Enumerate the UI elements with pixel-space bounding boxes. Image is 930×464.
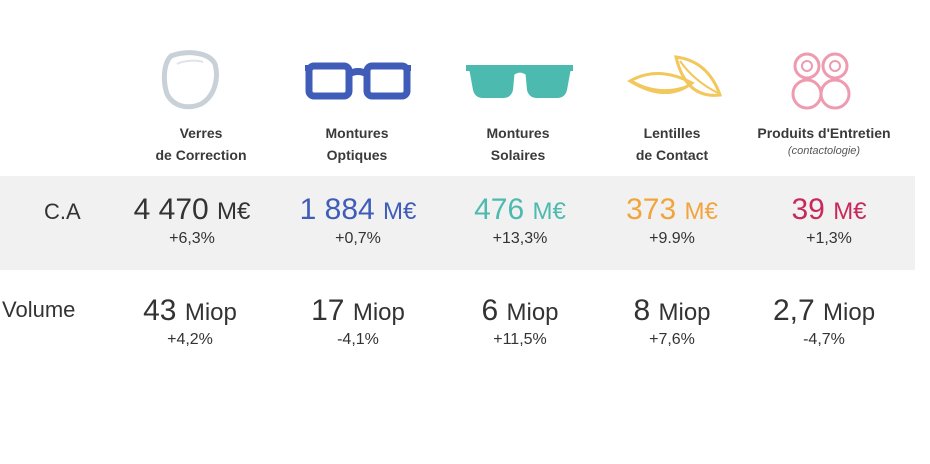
category-label-produits: Produits d'Entretien (contactologie) — [749, 122, 899, 158]
volume-cell-montures-optiques: 17 Miop -4,1% — [283, 294, 433, 350]
volume-change: +4,2% — [167, 331, 213, 348]
ca-change: +9.9% — [649, 230, 695, 247]
category-label-line1: Montures — [325, 125, 389, 141]
volume-unit: Miop — [658, 299, 711, 326]
volume-unit: Miop — [823, 299, 876, 326]
volume-value: 2,7 Miop — [749, 294, 899, 330]
volume-value-number: 2,7 — [772, 294, 815, 327]
ca-change: +0,7% — [335, 230, 381, 247]
ca-unit: M€ — [684, 198, 718, 225]
ca-value-number: 39 — [791, 193, 825, 226]
ca-unit: M€ — [532, 198, 566, 225]
ca-value: 1 884 M€ — [283, 193, 433, 229]
row-label-ca: C.A — [44, 199, 81, 224]
category-label-line2: Optiques — [326, 147, 388, 163]
ca-cell-produits: 39 M€ +1,3% — [754, 193, 904, 249]
ca-value-number: 476 — [474, 193, 525, 226]
volume-change: -4,1% — [337, 331, 379, 348]
ca-row-band — [0, 176, 915, 270]
volume-value-number: 17 — [311, 294, 345, 327]
volume-unit: Miop — [506, 299, 559, 326]
category-label-line1: Montures — [486, 125, 550, 141]
category-label-verres: Verres de Correction — [126, 122, 276, 166]
ca-unit: M€ — [217, 198, 251, 225]
ca-change: +1,3% — [806, 230, 852, 247]
ca-cell-montures-optiques: 1 884 M€ +0,7% — [283, 193, 433, 249]
volume-cell-verres: 43 Miop +4,2% — [115, 294, 265, 350]
category-sublabel: (contactologie) — [787, 145, 861, 157]
ca-cell-montures-solaires: 476 M€ +13,3% — [445, 193, 595, 249]
ca-value-number: 373 — [626, 193, 677, 226]
ca-unit: M€ — [383, 198, 417, 225]
ca-change: +13,3% — [492, 230, 548, 247]
volume-value-number: 6 — [481, 294, 499, 327]
category-label-lentilles: Lentilles de Contact — [597, 122, 747, 166]
ca-value-number: 4 470 — [133, 193, 209, 226]
lens-case-icon — [764, 48, 884, 114]
category-label-line1: Verres — [179, 125, 223, 141]
ca-value: 476 M€ — [445, 193, 595, 229]
category-label-line2: de Contact — [635, 147, 709, 163]
ca-value-number: 1 884 — [299, 193, 375, 226]
volume-value: 6 Miop — [445, 294, 595, 330]
volume-value-number: 43 — [143, 294, 177, 327]
category-label-line2: Solaires — [490, 147, 546, 163]
eyeglasses-icon — [298, 48, 418, 114]
ca-value: 373 M€ — [597, 193, 747, 229]
ca-unit: M€ — [833, 198, 867, 225]
row-label-volume: Volume — [2, 297, 76, 322]
volume-unit: Miop — [352, 299, 405, 326]
volume-cell-produits: 2,7 Miop -4,7% — [749, 294, 899, 350]
category-label-montures-solaires: Montures Solaires — [443, 122, 593, 166]
volume-change: +11,5% — [493, 331, 547, 348]
volume-cell-lentilles: 8 Miop +7,6% — [597, 294, 747, 350]
volume-value: 43 Miop — [115, 294, 265, 330]
volume-change: -4,7% — [803, 331, 845, 348]
volume-unit: Miop — [184, 299, 237, 326]
volume-change: +7,6% — [649, 331, 695, 348]
sunglasses-icon — [460, 48, 580, 114]
volume-value: 17 Miop — [283, 294, 433, 330]
category-label-line1: Produits d'Entretien — [757, 125, 891, 141]
round-lens-icon — [132, 48, 252, 114]
volume-value-number: 8 — [633, 294, 651, 327]
category-label-line2: de Correction — [155, 147, 247, 163]
ca-value: 4 470 M€ — [117, 193, 267, 229]
ca-change: +6,3% — [169, 230, 215, 247]
ca-cell-verres: 4 470 M€ +6,3% — [117, 193, 267, 249]
category-label-montures-optiques: Montures Optiques — [282, 122, 432, 166]
volume-value: 8 Miop — [597, 294, 747, 330]
volume-cell-montures-solaires: 6 Miop +11,5% — [445, 294, 595, 350]
contact-lens-icon — [614, 48, 734, 114]
ca-value: 39 M€ — [754, 193, 904, 229]
ca-cell-lentilles: 373 M€ +9.9% — [597, 193, 747, 249]
category-label-line1: Lentilles — [643, 125, 701, 141]
